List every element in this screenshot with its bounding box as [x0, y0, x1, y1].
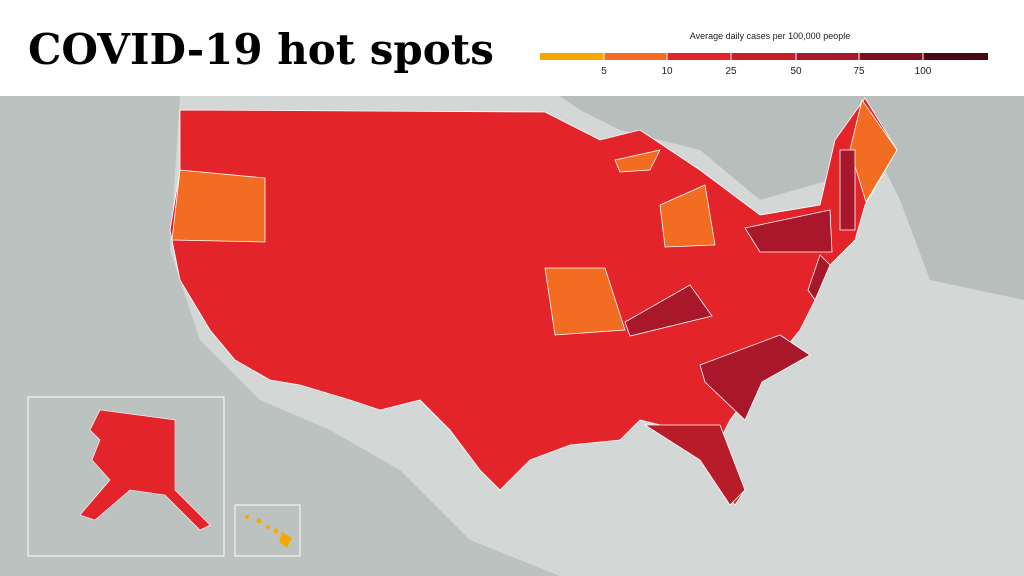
- state-dark: [839, 149, 856, 231]
- us-map: [169, 97, 898, 506]
- legend-tick-label: 50: [790, 66, 802, 77]
- alaska: [79, 409, 211, 531]
- legend-bar: [540, 53, 988, 60]
- legend-swatch: [796, 53, 859, 60]
- legend-swatch: [731, 53, 796, 60]
- legend-tick-label: 25: [725, 66, 737, 77]
- island: [273, 528, 279, 534]
- legend-tick-label: 75: [853, 66, 865, 77]
- state-dark: [643, 424, 746, 506]
- legend-ticks: 5 10 25 50 75 100: [601, 53, 932, 77]
- legend-swatch: [540, 53, 604, 60]
- legend-tick-label: 100: [915, 66, 932, 77]
- legend-tick-label: 5: [601, 66, 607, 77]
- island: [245, 515, 249, 519]
- state-dark: [699, 334, 811, 421]
- alaska-inset: [27, 396, 225, 557]
- state-dark: [624, 284, 713, 337]
- state-dark: [807, 254, 831, 301]
- state-orange: [544, 267, 626, 336]
- state-orange: [659, 184, 716, 248]
- legend-tick-label: 10: [661, 66, 673, 77]
- state-orange: [171, 169, 266, 243]
- legend-swatch: [604, 53, 667, 60]
- hawaii-inset: [234, 504, 301, 557]
- header: [0, 0, 1024, 96]
- hawaii: [245, 515, 292, 548]
- island: [279, 532, 292, 548]
- state-orange: [849, 99, 898, 203]
- state-orange: [614, 149, 661, 173]
- title: COVID-19 hot spots: [28, 25, 494, 74]
- canada-land: [560, 96, 1024, 300]
- island: [256, 518, 262, 524]
- legend-swatch: [667, 53, 731, 60]
- legend-swatch: [923, 53, 988, 60]
- state-dark: [744, 209, 833, 253]
- legend-title: Average daily cases per 100,000 people: [690, 31, 850, 41]
- island: [266, 525, 270, 529]
- legend-swatch: [859, 53, 923, 60]
